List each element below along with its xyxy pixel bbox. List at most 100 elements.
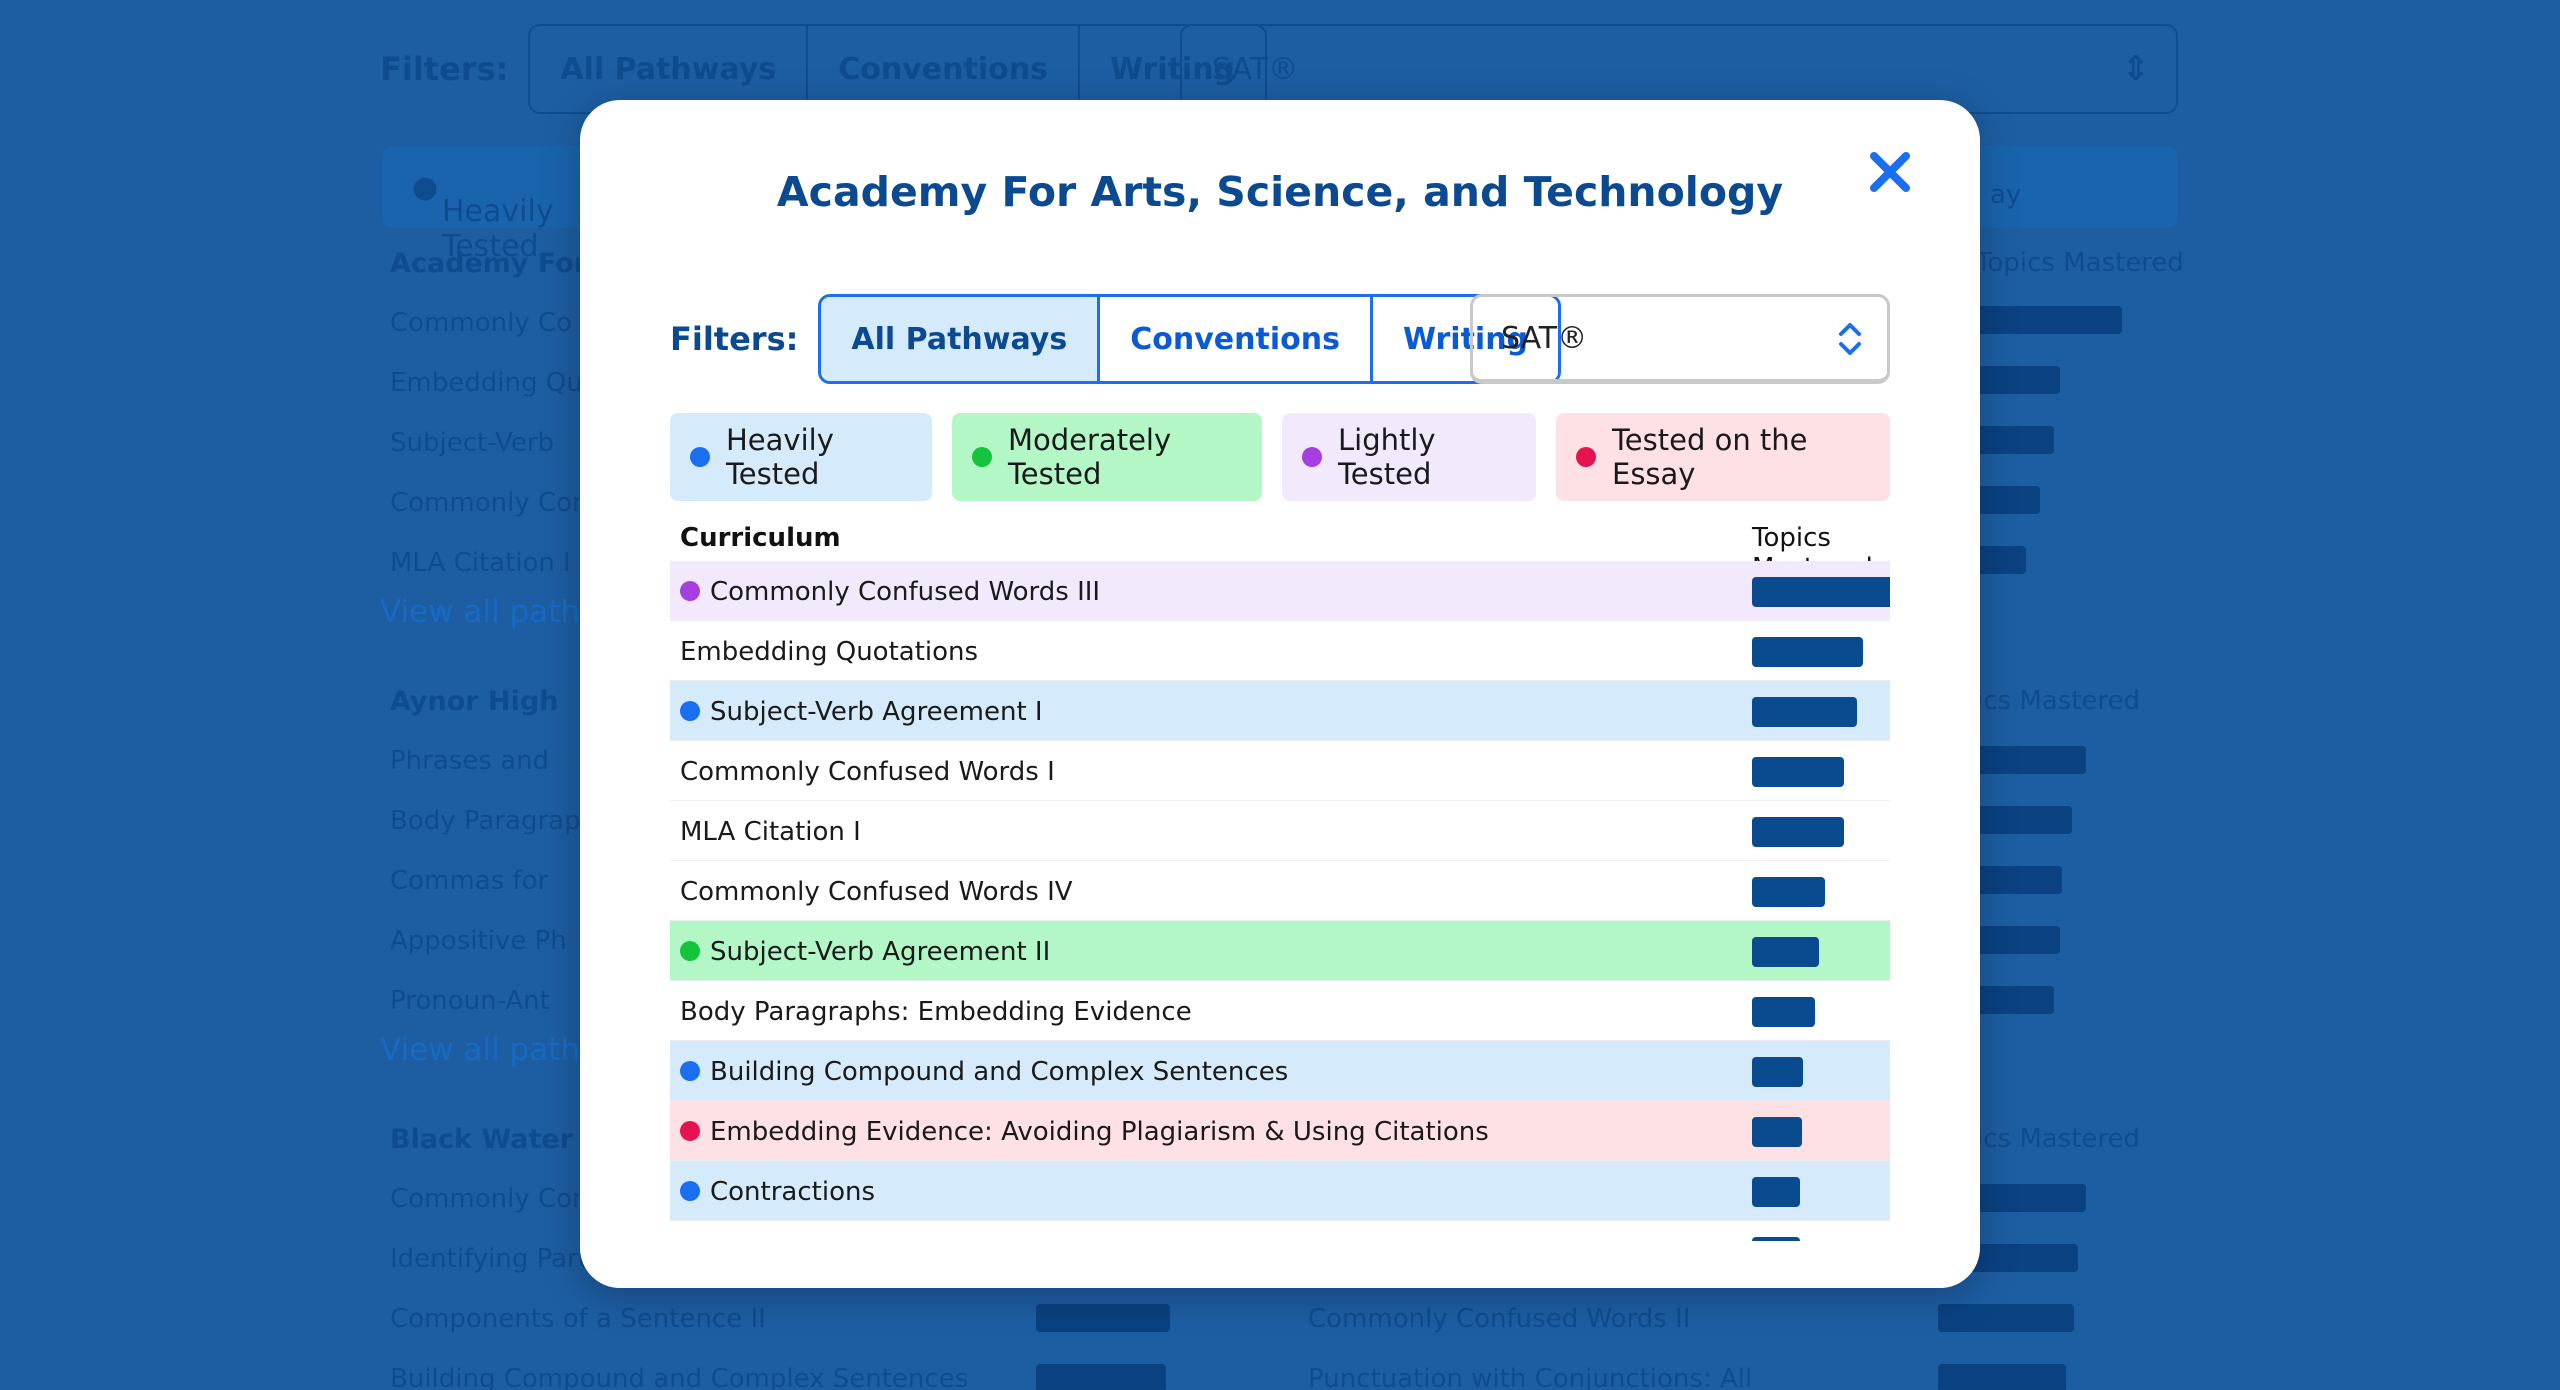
row-label: Subject-Verb Agreement II (710, 937, 1051, 967)
modal-title: Academy For Arts, Science, and Technolog… (776, 168, 1784, 216)
bg-row: Appositive Ph (390, 926, 567, 956)
bg-row: Commonly Conf (390, 488, 598, 518)
bg-topics-3: ics Mastered (1976, 1124, 2141, 1154)
bg-row: Commonly Co (390, 308, 573, 338)
table-row[interactable]: Commonly Confused Words I (670, 741, 1890, 801)
legend-heavily-tested[interactable]: Heavily Tested (670, 413, 932, 501)
bg-topics-2: ics Mastered (1976, 686, 2141, 716)
bg-row: Commonly Confused Words II (1308, 1304, 1691, 1334)
table-row[interactable]: Embedding Evidence: Avoiding Plagiarism … (670, 1101, 1890, 1161)
table-row[interactable]: Commonly Confused Words IV (670, 861, 1890, 921)
blue-dot-icon (690, 447, 710, 467)
bg-row: Commas for (390, 866, 549, 896)
bg-bar (1938, 1304, 2074, 1332)
bg-row: Punctuation with Conjunctions: All (1308, 1364, 1753, 1390)
legend-label: Tested on the Essay (1612, 423, 1808, 491)
table-header: Curriculum Topics Mastered (670, 513, 1890, 583)
legend-label: Lightly Tested (1338, 423, 1436, 491)
test-select-value: SAT® (1501, 320, 1588, 356)
close-icon (1870, 152, 1910, 192)
bg-tab-conventions: Conventions (808, 26, 1080, 112)
bg-bar (1036, 1364, 1166, 1390)
tab-writing[interactable]: Writing (1372, 297, 1559, 381)
bg-tab-all-pathways: All Pathways (530, 26, 809, 112)
topics-mastered-bar (1752, 937, 1819, 967)
bg-school-2: Aynor High (390, 686, 559, 717)
row-label: Commonly Confused Words IV (680, 877, 1073, 907)
row-label: MLA Citation I (680, 817, 861, 847)
table-row[interactable]: Embedding Quotations (670, 621, 1890, 681)
bg-view-all-2: View all pathw (380, 1032, 606, 1068)
legend-label: Moderately Tested (1008, 423, 1172, 491)
row-label: Commonly Confused Words I (680, 757, 1055, 787)
topics-mastered-bar (1752, 757, 1844, 787)
test-select[interactable]: SAT® (1470, 294, 1890, 384)
topics-mastered-bar (1752, 817, 1844, 847)
bg-row: Body Paragraph (390, 806, 598, 836)
topics-mastered-bar (1752, 1117, 1802, 1147)
table-row[interactable]: Subject-Verb Agreement II (670, 921, 1890, 981)
level-dot-icon (680, 941, 700, 961)
table-row[interactable]: Contractions (670, 1161, 1890, 1221)
bg-view-all-1: View all pathw (380, 594, 606, 630)
table-row[interactable]: Commonly Confused Words III (670, 561, 1890, 621)
table-row[interactable]: Body Paragraphs: Embedding Evidence (670, 981, 1890, 1041)
pathway-tabs: All Pathways Conventions Writing (818, 294, 1562, 384)
green-dot-icon (972, 447, 992, 467)
column-curriculum: Curriculum (680, 523, 841, 553)
table-row[interactable]: MLA Citation I (670, 801, 1890, 861)
row-label: Subject-Verb Agreement I (710, 697, 1043, 727)
legend-lightly-tested[interactable]: Lightly Tested (1282, 413, 1536, 501)
bg-row: Building Compound and Complex Sentences (390, 1364, 969, 1390)
legend-tested-on-essay[interactable]: Tested on the Essay (1556, 413, 1890, 501)
bg-bar (1036, 1304, 1170, 1332)
close-button[interactable] (1860, 142, 1920, 202)
bg-bar (1938, 1364, 2066, 1390)
tab-all-pathways[interactable]: All Pathways (821, 297, 1101, 381)
row-label: Contractions (710, 1177, 876, 1207)
bg-right-label-top: ay (1990, 180, 2022, 210)
topics-mastered-bar (1752, 877, 1825, 907)
row-label: Embedding Evidence: Avoiding Plagiarism … (710, 1117, 1489, 1147)
bg-row: Phrases and (390, 746, 550, 776)
level-dot-icon (680, 1121, 700, 1141)
topics-mastered-bar (1752, 997, 1815, 1027)
bg-row: Subject-Verb (390, 428, 555, 458)
bg-row: Commonly Conf (390, 1184, 598, 1214)
row-label: Embedding Quotations (680, 637, 979, 667)
legend-moderately-tested[interactable]: Moderately Tested (952, 413, 1262, 501)
legend-label: Heavily Tested (726, 423, 834, 491)
tab-conventions[interactable]: Conventions (1100, 297, 1373, 381)
bg-row: Components of a Sentence II (390, 1304, 766, 1334)
level-dot-icon (680, 1181, 700, 1201)
bg-school-1: Academy For A (390, 248, 618, 279)
table-row[interactable] (670, 1221, 1890, 1241)
table-row[interactable]: Building Compound and Complex Sentences (670, 1041, 1890, 1101)
bg-row: Pronoun-Ant (390, 986, 550, 1016)
bg-filters-label: Filters: (380, 50, 509, 88)
chevron-up-down-icon (1839, 323, 1861, 355)
curriculum-table[interactable]: Commonly Confused Words III Embedding Quo… (670, 561, 1890, 1241)
table-row[interactable]: Subject-Verb Agreement I (670, 681, 1890, 741)
school-detail-modal: Academy For Arts, Science, and Technolog… (580, 100, 1980, 1288)
legend: Heavily Tested Moderately Tested Lightly… (670, 413, 1890, 501)
topics-mastered-bar (1752, 577, 1890, 607)
topics-mastered-bar (1752, 1177, 1800, 1207)
filters-label: Filters: (670, 320, 799, 358)
level-dot-icon (680, 701, 700, 721)
red-dot-icon (1576, 447, 1596, 467)
row-label: Commonly Confused Words III (710, 577, 1101, 607)
topics-mastered-bar (1752, 637, 1863, 667)
row-label: Building Compound and Complex Sentences (710, 1057, 1289, 1087)
topics-mastered-bar (1752, 1057, 1803, 1087)
row-label: Body Paragraphs: Embedding Evidence (680, 997, 1192, 1027)
bg-topics-1: Topics Mastered (1976, 248, 2184, 278)
bg-legend-heavily: ● Heavily Tested (412, 170, 554, 264)
bg-row: Embedding Qu (390, 368, 583, 398)
bg-legend-text: Heavily Tested (442, 194, 554, 264)
bg-row: MLA Citation I (390, 548, 571, 578)
filters-row: Filters: All Pathways Conventions Writin… (670, 294, 1562, 384)
purple-dot-icon (1302, 447, 1322, 467)
topics-mastered-bar (1752, 1237, 1800, 1241)
bg-row: Identifying Part (390, 1244, 588, 1274)
